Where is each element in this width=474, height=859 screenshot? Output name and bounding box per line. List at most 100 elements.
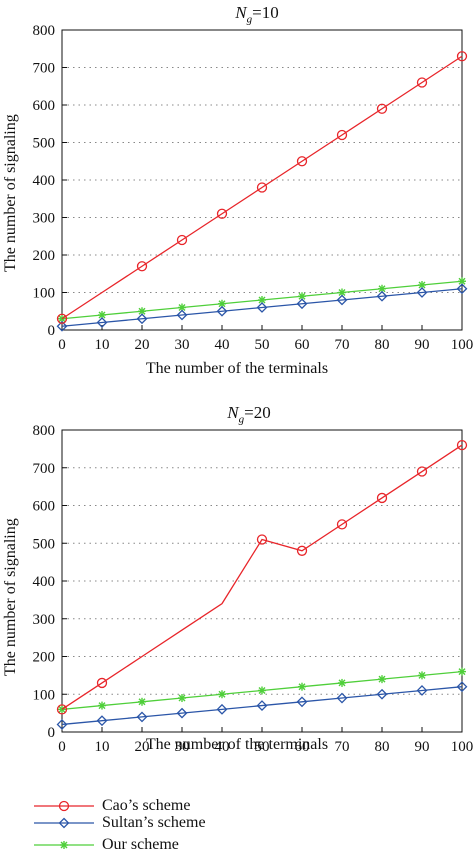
- chart-2-series-our-point: [378, 675, 386, 684]
- chart-1-series-cao-line: [61, 55, 463, 320]
- chart-2-xtick-label: 100: [451, 739, 474, 755]
- chart-2-ytick-label: 800: [33, 423, 56, 439]
- chart-2-series-cao-point: [456, 439, 468, 451]
- chart-1-xtick-label: 70: [335, 337, 350, 353]
- chart-2-ylabel: The number of signaling: [2, 518, 19, 676]
- chart-1-series-cao-point: [456, 51, 468, 62]
- chart-1-xtick-label: 0: [58, 337, 66, 353]
- chart-1-series-sultan-point: [136, 313, 148, 325]
- chart-1-ytick-label: 800: [33, 23, 56, 39]
- chart-1-xtick-label: 90: [415, 337, 430, 353]
- chart-2-xtick-label: 50: [255, 739, 270, 755]
- legend-item-sultan: Sultan’s scheme: [30, 812, 330, 834]
- chart-1-series-sultan-point: [256, 302, 268, 313]
- chart-1-ytick-label: 600: [33, 98, 56, 114]
- chart-2-ytick-label: 100: [33, 687, 56, 703]
- chart-1-series-cao-point: [256, 182, 268, 193]
- chart-1-xtick-label: 20: [135, 337, 150, 353]
- chart-1-series-cao-point: [416, 77, 428, 88]
- chart-2-series-sultan-point: [56, 719, 68, 730]
- chart-panel-2: Ng=20 0 100 200 300 400 500 600 700 800 0 10 20 30 40…: [0, 400, 474, 790]
- chart-2-xtick-label: 0: [58, 739, 66, 755]
- chart-2-series-sultan-line: [61, 686, 463, 726]
- legend-item-our: Our scheme: [30, 834, 330, 856]
- chart-1-xtick-label: 30: [175, 337, 190, 353]
- chart-1-title: Ng=10: [235, 3, 279, 26]
- chart-1-xlabel: The number of the terminals: [145, 360, 329, 377]
- chart-2-series-sultan-point: [336, 692, 348, 704]
- chart-1-series-sultan-point: [336, 294, 348, 306]
- chart-1-frame: [61, 29, 463, 331]
- chart-2-xtick-label: 90: [415, 739, 430, 755]
- chart-2-ytick-label: 500: [33, 536, 56, 552]
- chart-2-ytick-label: 700: [33, 461, 56, 477]
- chart-2-plot: 0 100 200 300 400 500 600 700 800 0 10 20 30 40 50 60 70…: [33, 423, 474, 755]
- chart-1-xtick-label: 100: [451, 337, 474, 353]
- chart-1-xtick-label: 10: [95, 337, 110, 353]
- chart-2-series-cao-point: [416, 466, 428, 477]
- chart-2-ytick-label: 300: [33, 612, 56, 628]
- chart-2-series-cao-point: [96, 677, 108, 689]
- chart-1-series-sultan-point: [296, 298, 308, 310]
- chart-1-ytick-label: 700: [33, 61, 56, 77]
- chart-1-series-sultan-point: [216, 305, 228, 317]
- chart-1-series-cao-point: [336, 129, 348, 141]
- chart-2-series-sultan-point: [416, 685, 428, 696]
- chart-2-xtick-label: 70: [335, 739, 350, 755]
- chart-2-series-our-point: [258, 686, 266, 695]
- chart-2-series-our-point: [218, 690, 226, 699]
- legend-our-swatch: [34, 841, 94, 849]
- legend-cao-swatch: [34, 800, 94, 812]
- chart-1-series-our-point: [98, 311, 106, 319]
- chart-2-xtick-label: 10: [95, 739, 110, 755]
- chart-1-ytick-label: 200: [33, 248, 56, 264]
- chart-1-series-sultan-point: [56, 320, 68, 332]
- chart-2-series-our-point: [458, 667, 466, 676]
- legend-our-marker: [60, 841, 68, 849]
- chart-1-xtick-label: 60: [295, 337, 310, 353]
- chart-2-series-cao-point: [296, 545, 308, 556]
- chart-1-series-sultan-point: [456, 283, 468, 295]
- chart-2-series-sultan-point: [136, 711, 148, 723]
- chart-1-ytick-label: 300: [33, 211, 56, 227]
- chart-2-xlabel: The number of the terminals: [145, 736, 329, 753]
- chart-1-ytick-label: 400: [33, 173, 56, 189]
- chart-2-series-sultan-point: [256, 700, 268, 711]
- chart-2-series-sultan-point: [96, 715, 108, 727]
- legend-our-label: Our scheme: [102, 836, 179, 853]
- legend-cao-label: Cao’s scheme: [102, 797, 191, 814]
- chart-2-series-sultan-point: [456, 681, 468, 693]
- chart-2-xtick-label: 40: [215, 739, 230, 755]
- chart-2-series-sultan-point: [296, 696, 308, 708]
- legend-sultan-marker: [58, 817, 70, 829]
- chart-2-ytick-label: 600: [33, 499, 56, 515]
- chart-2-xtick-label: 60: [295, 739, 310, 755]
- chart-2-series-our-point: [418, 671, 426, 680]
- legend-sultan-label: Sultan’s scheme: [102, 814, 206, 831]
- chart-2-xtick-label: 20: [135, 739, 150, 755]
- chart-1-series-sultan-point: [376, 290, 388, 302]
- legend-cao-marker: [58, 800, 70, 812]
- chart-1-series-cao-point: [296, 156, 308, 167]
- chart-1-series-cao-point: [136, 261, 148, 272]
- legend-item-cao: Cao’s scheme: [30, 795, 330, 817]
- chart-1-xtick-label: 40: [215, 337, 230, 353]
- chart-1-series-sultan-line: [61, 288, 463, 327]
- chart-2-series-cao-point: [256, 534, 268, 545]
- chart-2-series-our-point: [298, 682, 306, 691]
- chart-1-ytick-label: 100: [33, 286, 56, 302]
- chart-1-series-cao-point: [56, 313, 68, 324]
- legend-sultan-swatch: [34, 817, 94, 829]
- chart-2-ytick-label: 200: [33, 650, 56, 666]
- chart-panel-1: Ng=10 0 100 200 300 400 500 600 700 800 0 10 20 30 40…: [0, 0, 474, 390]
- chart-1-series-cao-point: [176, 234, 188, 246]
- chart-2-title: Ng=20: [227, 403, 271, 426]
- chart-2-ytick-label: 0: [48, 725, 56, 741]
- chart-2-series-sultan-point: [376, 688, 388, 700]
- chart-2-series-cao-point: [336, 519, 348, 530]
- chart-2-series-cao-point: [376, 492, 388, 504]
- chart-2-xtick-label: 80: [375, 739, 390, 755]
- chart-2-series-our-point: [338, 678, 346, 687]
- chart-1-ytick-label: 500: [33, 136, 56, 152]
- chart-1-series-sultan-point: [176, 309, 188, 321]
